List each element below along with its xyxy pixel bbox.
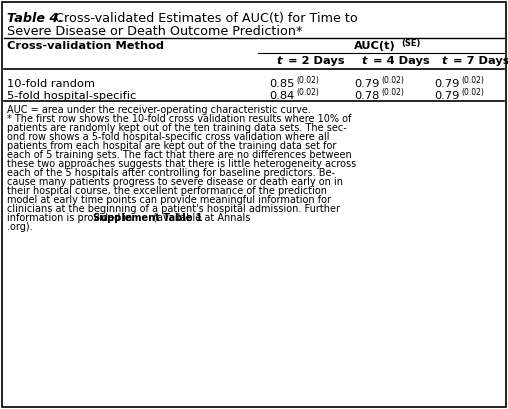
Text: (0.02): (0.02) <box>461 76 484 85</box>
Text: patients are randomly kept out of the ten training data sets. The sec-: patients are randomly kept out of the te… <box>7 123 347 133</box>
Text: model at early time points can provide meaningful information for: model at early time points can provide m… <box>7 195 331 205</box>
Text: t: t <box>442 56 448 66</box>
Text: cause many patients progress to severe disease or death early on in: cause many patients progress to severe d… <box>7 177 343 187</box>
Text: 0.79: 0.79 <box>435 91 460 101</box>
Text: information is provided in: information is provided in <box>7 213 135 223</box>
Text: 0.84: 0.84 <box>270 91 295 101</box>
Text: = 4 Days: = 4 Days <box>369 56 430 66</box>
Text: t: t <box>362 56 367 66</box>
Text: (0.02): (0.02) <box>296 76 319 85</box>
Text: Severe Disease or Death Outcome Prediction*: Severe Disease or Death Outcome Predicti… <box>7 25 302 38</box>
Text: AUC = area under the receiver-operating characteristic curve.: AUC = area under the receiver-operating … <box>7 105 311 115</box>
Text: 0.79: 0.79 <box>435 79 460 89</box>
Text: 0.78: 0.78 <box>355 91 380 101</box>
Text: Cross-validation Method: Cross-validation Method <box>7 41 164 51</box>
Text: 10-fold random: 10-fold random <box>7 79 95 89</box>
Text: Supplement Table 1: Supplement Table 1 <box>93 213 203 223</box>
Text: these two approaches suggests that there is little heterogeneity across: these two approaches suggests that there… <box>7 159 356 169</box>
Text: 0.79: 0.79 <box>355 79 380 89</box>
Text: (available at Annals: (available at Annals <box>150 213 251 223</box>
Text: patients from each hospital are kept out of the training data set for: patients from each hospital are kept out… <box>7 141 336 151</box>
Text: ond row shows a 5-fold hospital-specific cross validation where all: ond row shows a 5-fold hospital-specific… <box>7 132 330 142</box>
Text: each of the 5 hospitals after controlling for baseline predictors. Be-: each of the 5 hospitals after controllin… <box>7 168 335 178</box>
Text: 0.85: 0.85 <box>270 79 295 89</box>
Text: (SE): (SE) <box>401 39 421 48</box>
Text: clinicians at the beginning of a patient's hospital admission. Further: clinicians at the beginning of a patient… <box>7 204 340 214</box>
Text: (0.02): (0.02) <box>461 88 484 97</box>
Text: AUC(t): AUC(t) <box>354 41 396 51</box>
Text: each of 5 training sets. The fact that there are no differences between: each of 5 training sets. The fact that t… <box>7 150 352 160</box>
Text: (0.02): (0.02) <box>381 88 404 97</box>
Text: their hospital course, the excellent performance of the prediction: their hospital course, the excellent per… <box>7 186 327 196</box>
Text: * The first row shows the 10-fold cross validation results where 10% of: * The first row shows the 10-fold cross … <box>7 114 352 124</box>
Text: (0.02): (0.02) <box>381 76 404 85</box>
Text: = 2 Days: = 2 Days <box>284 56 344 66</box>
Text: Cross-validated Estimates of AUC(t) for Time to: Cross-validated Estimates of AUC(t) for … <box>55 12 358 25</box>
Text: .org).: .org). <box>7 222 33 232</box>
Text: Table 4.: Table 4. <box>7 12 64 25</box>
Text: (0.02): (0.02) <box>296 88 319 97</box>
Text: = 7 Days: = 7 Days <box>449 56 508 66</box>
Text: t: t <box>277 56 282 66</box>
Text: 5-fold hospital-specific: 5-fold hospital-specific <box>7 91 136 101</box>
